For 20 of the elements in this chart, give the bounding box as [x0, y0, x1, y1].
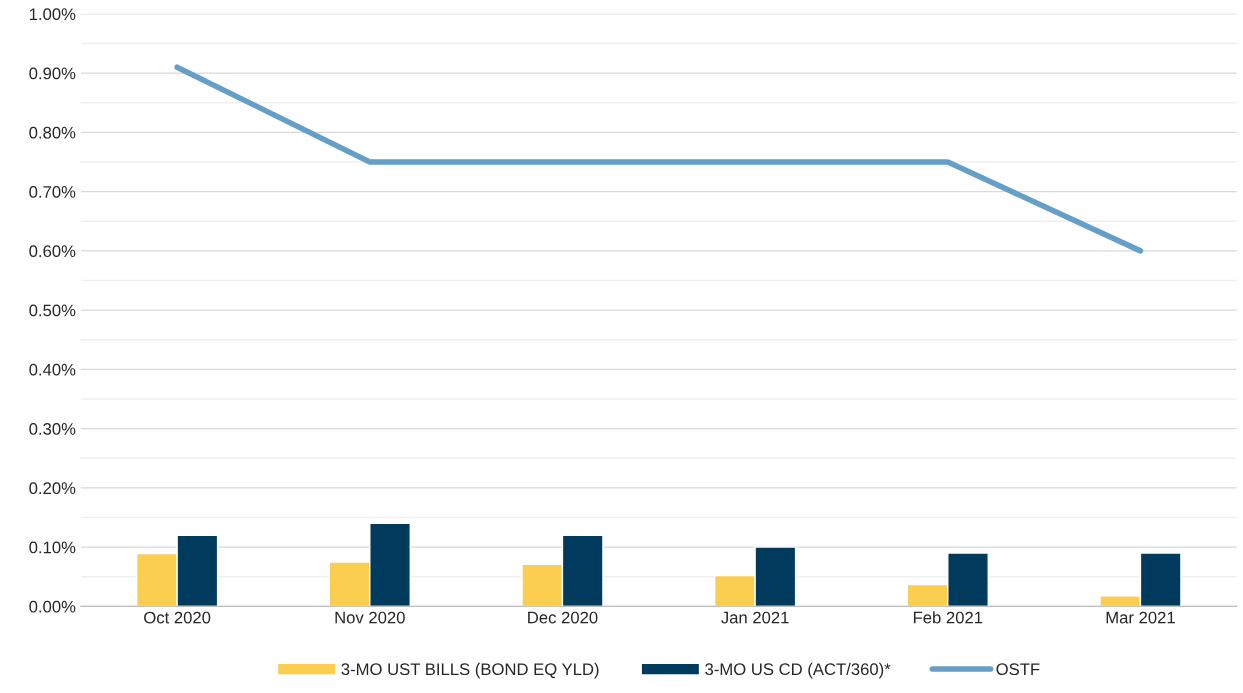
y-tick-label: 0.30%	[29, 423, 76, 435]
y-tick-label: 0.70%	[29, 186, 76, 198]
y-tick-label: 0.20%	[29, 482, 76, 495]
y-tick-label: 1.00%	[29, 8, 76, 21]
legend-label: 3-MO US CD (ACT/360)*	[705, 662, 891, 679]
y-tick-label: 0.50%	[29, 304, 76, 317]
x-tick-label: Jan 2021	[721, 611, 789, 624]
y-tick-label: 0.90%	[29, 67, 76, 80]
legend-label: 3-MO UST BILLS (BOND EQ YLD)	[341, 662, 599, 679]
y-tick-label: 0.10%	[29, 541, 76, 554]
x-tick-label: Nov 2020	[335, 611, 405, 624]
y-tick-label: 0.60%	[29, 245, 76, 258]
y-tick-label: 0.80%	[29, 126, 76, 139]
y-tick-label: 0.00%	[29, 600, 76, 613]
y-tick-label: 0.40%	[29, 363, 76, 376]
x-tick-label: Feb 2021	[913, 611, 983, 624]
legend-label: OSTF	[996, 663, 1040, 676]
x-tick-label: Dec 2020	[528, 611, 598, 624]
x-tick-label: Oct 2020	[144, 611, 211, 624]
x-tick-label: Mar 2021	[1106, 611, 1175, 624]
